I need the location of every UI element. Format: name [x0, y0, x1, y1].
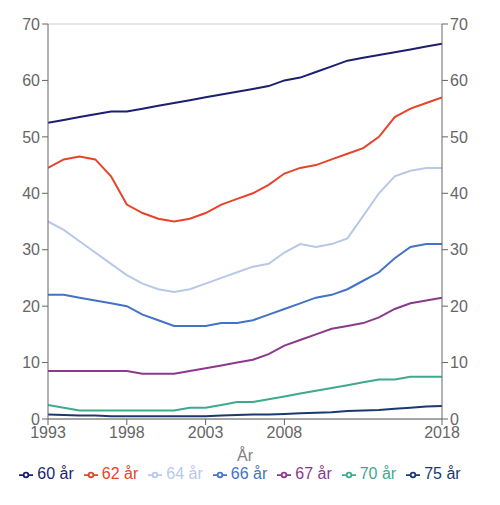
svg-text:2018: 2018	[424, 424, 460, 442]
svg-text:20: 20	[22, 298, 40, 315]
svg-text:50: 50	[22, 129, 40, 146]
html-text:60 år: 60 år	[37, 465, 74, 482]
svg-text:2003: 2003	[188, 424, 224, 441]
html-text:75 år: 75 år	[424, 465, 461, 482]
svg-text:30: 30	[22, 241, 40, 258]
svg-text:70: 70	[450, 16, 468, 33]
svg-text:40: 40	[450, 185, 468, 202]
svg-text:0: 0	[31, 411, 40, 428]
svg-text:10: 10	[450, 354, 468, 371]
html-text:64 år: 64 år	[166, 465, 203, 482]
svg-text:50: 50	[450, 129, 468, 146]
svg-text:20: 20	[450, 298, 468, 315]
html-text:70 år: 70 år	[359, 465, 397, 482]
svg-text:1998: 1998	[109, 424, 145, 441]
svg-text:0: 0	[450, 411, 459, 428]
html-text:67 år: 67 år	[295, 465, 332, 482]
svg-text:60: 60	[450, 72, 468, 89]
svg-text:40: 40	[22, 185, 40, 202]
svg-text:2008: 2008	[267, 424, 303, 441]
svg-text:1993: 1993	[30, 424, 66, 442]
svg-text:30: 30	[450, 241, 468, 258]
svg-text:10: 10	[22, 354, 40, 371]
svg-text:60: 60	[22, 72, 40, 89]
svg-text:År: År	[237, 446, 254, 464]
svg-text:70: 70	[22, 16, 40, 33]
html-text:62 år: 62 år	[101, 465, 139, 482]
html-text:66 år: 66 år	[230, 465, 268, 482]
